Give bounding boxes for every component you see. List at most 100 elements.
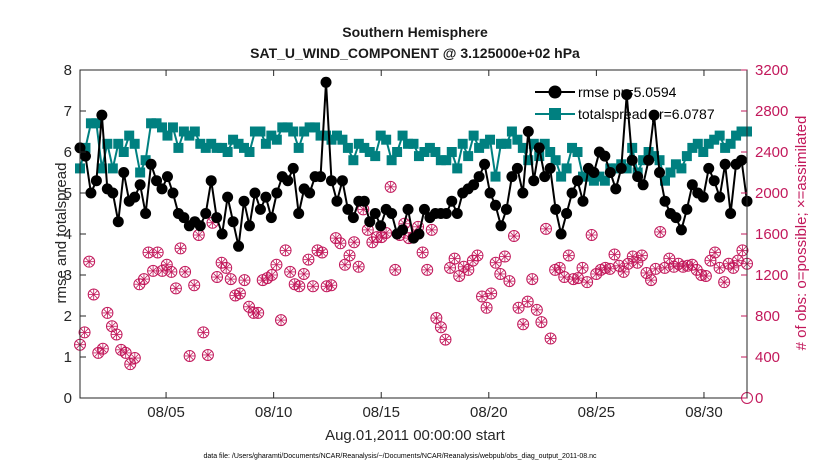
obs-assimilated-stroke — [99, 345, 107, 353]
y2-tick-label: 2400 — [755, 144, 788, 161]
obs-possible-marker — [119, 346, 132, 359]
rmse-marker — [342, 203, 354, 215]
obs-assimilated-stroke — [272, 260, 281, 269]
obs-assimilated-marker — [577, 262, 588, 273]
obs-assimilated-stroke — [665, 254, 674, 263]
totalspread-marker — [359, 142, 370, 153]
obs-assimilated-marker — [385, 181, 396, 192]
totalspread-marker — [353, 138, 364, 149]
rmse-marker — [643, 154, 655, 166]
obs-assimilated-stroke — [505, 277, 514, 285]
totalspread-marker — [239, 142, 250, 153]
rmse-marker — [555, 228, 567, 240]
obs-assimilated-marker — [499, 251, 510, 262]
obs-assimilated-marker — [627, 251, 638, 262]
obs-possible-marker — [270, 258, 283, 271]
rmse-marker — [107, 187, 119, 199]
rmse-marker — [637, 179, 649, 191]
obs-assimilated-stroke — [729, 264, 738, 272]
obs-assimilated-marker — [668, 261, 679, 272]
y-tick-label: 5 — [64, 185, 72, 202]
rmse-marker — [511, 162, 523, 174]
y2-tick-label: 3200 — [755, 62, 788, 79]
obs-assimilated-marker — [152, 247, 163, 258]
rmse-marker — [736, 154, 748, 166]
obs-assimilated-marker — [531, 304, 542, 315]
obs-possible-marker — [128, 352, 141, 365]
totalspread-marker — [102, 138, 113, 149]
obs-assimilated-stroke — [638, 251, 646, 260]
rmse-marker — [145, 158, 157, 170]
rmse-marker — [468, 179, 480, 191]
totalspread-marker — [249, 126, 260, 137]
totalspread-marker — [490, 171, 501, 182]
totalspread-marker — [452, 163, 463, 174]
totalspread-marker — [118, 147, 129, 157]
obs-possible-marker — [284, 265, 297, 278]
obs-assimilated-marker — [632, 257, 643, 268]
obs-assimilated-stroke — [300, 270, 308, 278]
totalspread-marker — [703, 138, 714, 149]
obs-assimilated-marker — [266, 270, 277, 280]
obs-assimilated-stroke — [108, 322, 116, 331]
totalspread-marker — [556, 171, 567, 182]
obs-possible-marker — [183, 349, 196, 362]
rmse-marker — [315, 171, 327, 183]
obs-assimilated-marker — [550, 264, 561, 275]
obs-assimilated-marker — [559, 272, 570, 283]
obs-assimilated-marker — [623, 258, 634, 269]
obs-assimilated-marker — [655, 226, 666, 237]
obs-assimilated-marker — [737, 245, 748, 256]
obs-possible-marker — [622, 257, 635, 270]
obs-possible-marker — [348, 236, 361, 249]
totalspread-marker — [725, 138, 736, 149]
obs-possible-marker — [508, 230, 521, 243]
obs-possible-marker — [124, 358, 137, 371]
rmse-marker — [675, 224, 687, 236]
obs-possible-marker — [265, 269, 278, 281]
rmse-series — [74, 76, 753, 252]
rmse-marker — [227, 216, 239, 228]
rmse-marker — [446, 195, 458, 207]
obs-assimilated-marker — [563, 250, 574, 261]
obs-possible-marker — [384, 180, 397, 193]
totalspread-marker — [714, 130, 725, 141]
obs-possible-marker — [425, 223, 438, 236]
obs-assimilated-stroke — [583, 278, 591, 286]
obs-assimilated-marker — [184, 350, 195, 361]
y-tick-label: 0 — [64, 390, 72, 407]
obs-assimilated-stroke — [290, 280, 299, 289]
obs-assimilated-stroke — [464, 266, 473, 274]
obs-assimilated-marker — [193, 230, 204, 241]
obs-possible-marker — [416, 246, 429, 259]
obs-possible-marker — [503, 275, 516, 288]
obs-assimilated-marker — [138, 274, 149, 285]
obs-possible-marker — [238, 274, 251, 287]
obs-assimilated-stroke — [679, 263, 687, 271]
obs-possible-marker — [494, 267, 507, 280]
rmse-marker — [79, 150, 91, 162]
obs-assimilated-marker — [353, 261, 364, 272]
totalspread-marker — [463, 151, 474, 162]
legend-spread-marker — [549, 108, 561, 120]
obs-possible-marker — [165, 265, 178, 278]
obs-assimilated-stroke — [354, 263, 363, 271]
totalspread-marker — [206, 138, 217, 149]
obs-assimilated-stroke — [309, 282, 317, 291]
totalspread-marker — [331, 130, 342, 141]
obs-assimilated-marker — [522, 296, 533, 307]
totalspread-marker — [517, 142, 528, 153]
obs-possible-marker — [352, 260, 365, 273]
rmse-marker — [151, 175, 163, 187]
totalspread-marker — [277, 122, 288, 133]
obs-assimilated-stroke — [199, 328, 208, 337]
y2-tick-label: 2800 — [755, 103, 788, 120]
obs-assimilated-marker — [189, 280, 200, 291]
obs-assimilated-stroke — [341, 260, 349, 269]
obs-assimilated-marker — [120, 347, 131, 358]
obs-assimilated-marker — [335, 238, 346, 249]
x-tick-label: 08/05 — [147, 404, 185, 421]
rmse-marker — [670, 212, 682, 224]
obs-possible-marker — [448, 252, 461, 265]
obs-assimilated-marker — [527, 274, 538, 285]
